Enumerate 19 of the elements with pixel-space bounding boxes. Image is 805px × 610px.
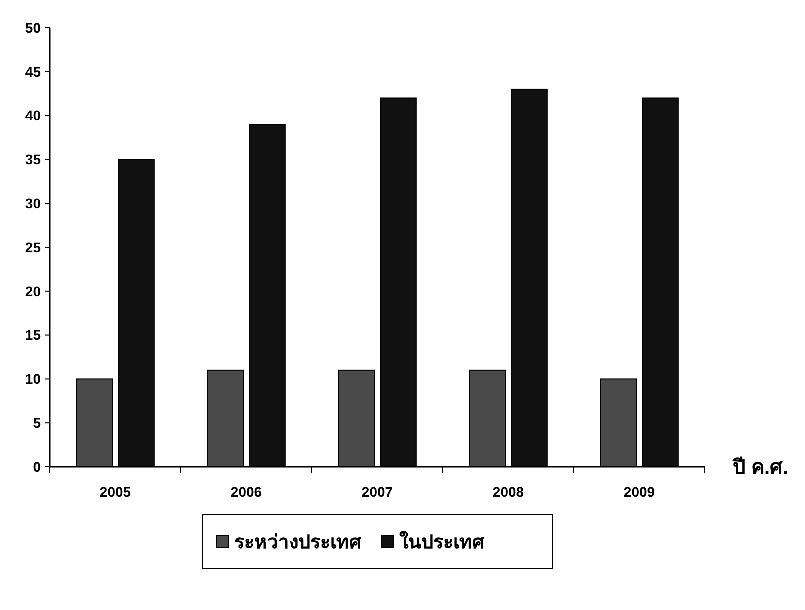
y-tick-label: 15: [25, 327, 42, 344]
x-axis-title: ปี ค.ศ.: [732, 456, 789, 479]
y-tick-label: 0: [33, 458, 42, 475]
y-tick-label: 40: [25, 108, 42, 124]
legend-label: ระหว่างประเทศ: [234, 532, 362, 554]
x-tick-label: 2006: [230, 484, 262, 500]
x-tick-label: 2007: [362, 484, 394, 500]
y-tick-label: 20: [25, 283, 42, 300]
x-tick-label: 2005: [100, 484, 132, 500]
y-tick-label: 25: [25, 239, 42, 256]
legend-label: ในประเทศ: [400, 530, 486, 554]
y-tick-label: 35: [25, 152, 42, 168]
y-tick-label: 30: [25, 196, 42, 212]
y-tick-label: 45: [25, 64, 42, 80]
y-tick-label: 5: [33, 415, 42, 431]
y-tick-label: 10: [25, 371, 42, 388]
y-tick-label: 50: [25, 20, 42, 36]
x-tick-label: 2008: [492, 484, 524, 500]
x-tick-label: 2009: [624, 484, 656, 500]
